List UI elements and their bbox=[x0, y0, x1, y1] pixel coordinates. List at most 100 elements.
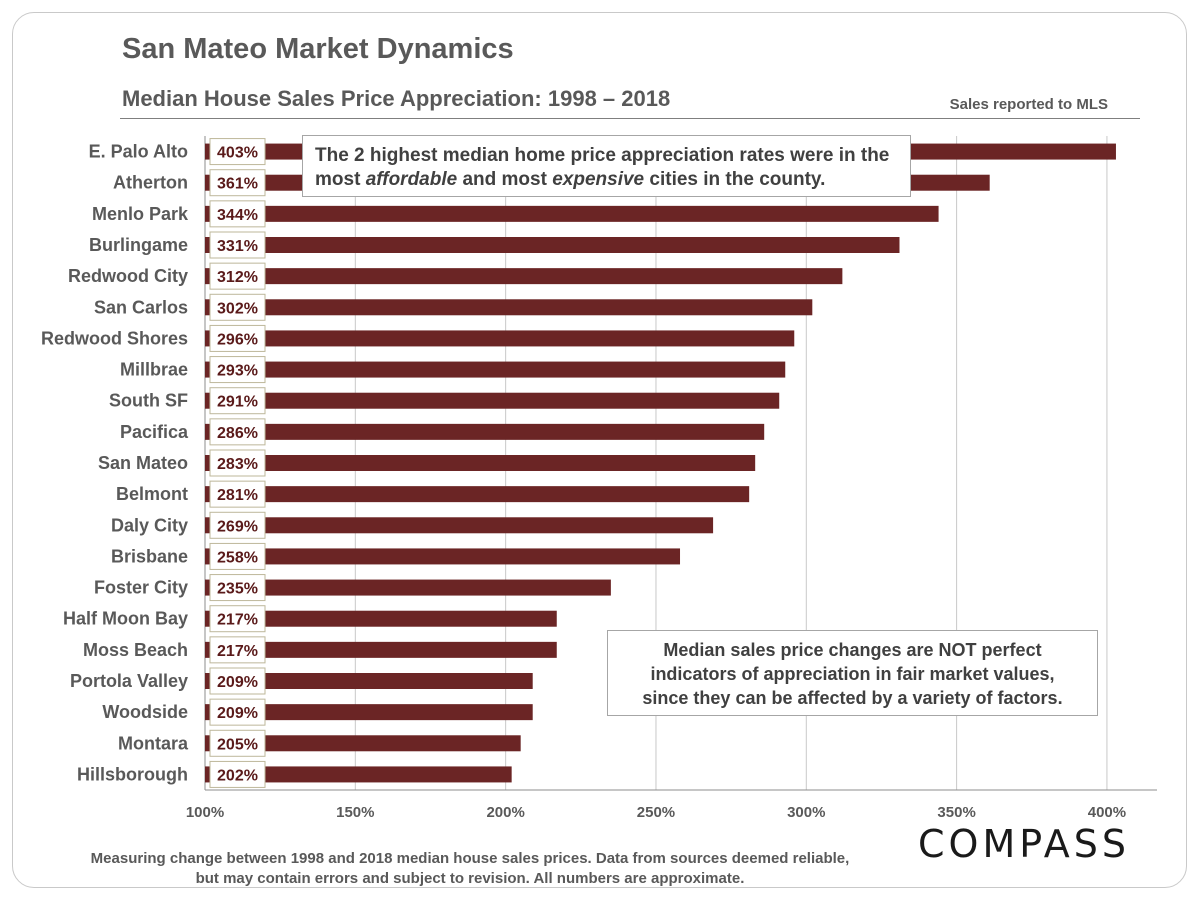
chart-subtitle: Median House Sales Price Appreciation: 1… bbox=[122, 86, 671, 111]
data-label: 293% bbox=[217, 363, 258, 380]
data-label-box bbox=[209, 169, 266, 197]
data-label-box bbox=[209, 480, 266, 508]
category-label: Redwood Shores bbox=[41, 328, 188, 348]
data-label: 312% bbox=[217, 269, 258, 286]
category-label: Foster City bbox=[94, 578, 188, 598]
data-label: 217% bbox=[217, 643, 258, 660]
highlight-annotation: The 2 highest median home price apprecia… bbox=[302, 135, 911, 197]
bar bbox=[205, 330, 795, 347]
category-label: Brisbane bbox=[111, 546, 188, 566]
data-label: 331% bbox=[217, 238, 258, 255]
footer-note: Measuring change between 1998 and 2018 m… bbox=[30, 849, 910, 889]
data-label: 403% bbox=[217, 145, 258, 162]
bar bbox=[205, 299, 813, 316]
data-label: 281% bbox=[217, 487, 258, 504]
category-label: Daly City bbox=[111, 515, 188, 535]
data-label-box bbox=[209, 698, 266, 726]
bar bbox=[205, 392, 780, 409]
category-label: Woodside bbox=[102, 702, 188, 722]
data-label-box bbox=[209, 449, 266, 477]
data-label: 217% bbox=[217, 612, 258, 629]
category-label: Hillsborough bbox=[77, 764, 188, 784]
annotation-text: and most bbox=[457, 169, 553, 190]
data-label-box bbox=[209, 324, 266, 352]
data-label-box bbox=[209, 574, 266, 602]
data-label: 209% bbox=[217, 674, 258, 691]
bar bbox=[205, 455, 756, 471]
annotation-emphasis: affordable bbox=[365, 169, 458, 190]
data-label-box bbox=[209, 293, 266, 321]
data-labels: 403% 361% 344% 331% 312% 302% 296% 293% 291% 286%… bbox=[209, 138, 266, 788]
category-label: South SF bbox=[109, 391, 188, 411]
category-label: Montara bbox=[118, 733, 189, 753]
annotation-text: The 2 highest median home price apprecia… bbox=[315, 145, 890, 190]
disclaimer-line: Median sales price changes are NOT perfe… bbox=[663, 640, 1042, 660]
page-title: San Mateo Market Dynamics bbox=[122, 33, 514, 65]
data-label: 235% bbox=[217, 581, 258, 598]
data-label-box bbox=[209, 729, 266, 757]
title-divider bbox=[120, 118, 1140, 119]
category-label: Pacifica bbox=[120, 422, 189, 442]
x-tick-label: 200% bbox=[486, 804, 524, 821]
data-label: 283% bbox=[217, 456, 258, 473]
data-label: 286% bbox=[217, 425, 258, 442]
x-axis-ticks: 100% 150% 200% 250% 300% 350% 400% bbox=[186, 804, 1126, 821]
category-label: San Carlos bbox=[94, 297, 188, 317]
data-label-box bbox=[209, 387, 266, 415]
category-label: Millbrae bbox=[120, 360, 188, 380]
data-label-box bbox=[209, 262, 266, 290]
data-label: 269% bbox=[217, 518, 258, 535]
data-label-box bbox=[209, 200, 266, 228]
data-label: 258% bbox=[217, 549, 258, 566]
category-label: Moss Beach bbox=[83, 640, 188, 660]
data-label-box bbox=[209, 636, 266, 664]
disclaimer-annotation: Median sales price changes are NOT perfe… bbox=[607, 630, 1098, 716]
data-label: 209% bbox=[217, 705, 258, 722]
disclaimer-line: since they can be affected by a variety … bbox=[642, 688, 1063, 708]
x-tick-label: 100% bbox=[186, 804, 224, 821]
data-label: 202% bbox=[217, 767, 258, 784]
data-label: 291% bbox=[217, 394, 258, 411]
data-label-box bbox=[209, 418, 266, 446]
data-label-box bbox=[209, 231, 266, 259]
category-label: Portola Valley bbox=[70, 671, 188, 691]
data-label-box bbox=[209, 542, 266, 570]
bar bbox=[205, 610, 557, 627]
data-label: 205% bbox=[217, 736, 258, 753]
bar bbox=[205, 735, 521, 752]
disclaimer-line: indicators of appreciation in fair marke… bbox=[650, 664, 1055, 684]
category-label: Burlingame bbox=[89, 235, 188, 255]
x-tick-label: 300% bbox=[787, 804, 825, 821]
category-label: Belmont bbox=[116, 484, 188, 504]
annotation-emphasis: expensive bbox=[552, 169, 645, 190]
data-label-box bbox=[209, 511, 266, 539]
category-label: San Mateo bbox=[98, 453, 188, 473]
x-tick-label: 400% bbox=[1088, 804, 1126, 821]
bar bbox=[205, 361, 786, 378]
bar bbox=[205, 268, 843, 285]
source-note: Sales reported to MLS bbox=[949, 96, 1108, 113]
bar bbox=[205, 704, 533, 721]
bar bbox=[205, 205, 939, 222]
category-label: Half Moon Bay bbox=[63, 609, 188, 629]
compass-logo: COMPASS bbox=[918, 822, 1130, 866]
category-label: E. Palo Alto bbox=[89, 142, 188, 162]
x-tick-label: 250% bbox=[637, 804, 675, 821]
data-label: 361% bbox=[217, 176, 258, 193]
category-label: Menlo Park bbox=[92, 204, 189, 224]
data-label: 302% bbox=[217, 300, 258, 317]
data-label-box bbox=[209, 667, 266, 695]
bar bbox=[205, 579, 611, 596]
data-label-box bbox=[209, 760, 266, 788]
bar bbox=[205, 237, 900, 253]
bar bbox=[205, 423, 765, 440]
bar bbox=[205, 766, 512, 783]
bar bbox=[205, 548, 681, 565]
bar bbox=[205, 673, 533, 689]
footer-line: Measuring change between 1998 and 2018 m… bbox=[90, 850, 850, 867]
data-label-box bbox=[209, 138, 266, 166]
bar bbox=[205, 486, 750, 503]
data-label-box bbox=[209, 356, 266, 384]
data-label: 296% bbox=[217, 331, 258, 348]
bar bbox=[205, 641, 557, 658]
